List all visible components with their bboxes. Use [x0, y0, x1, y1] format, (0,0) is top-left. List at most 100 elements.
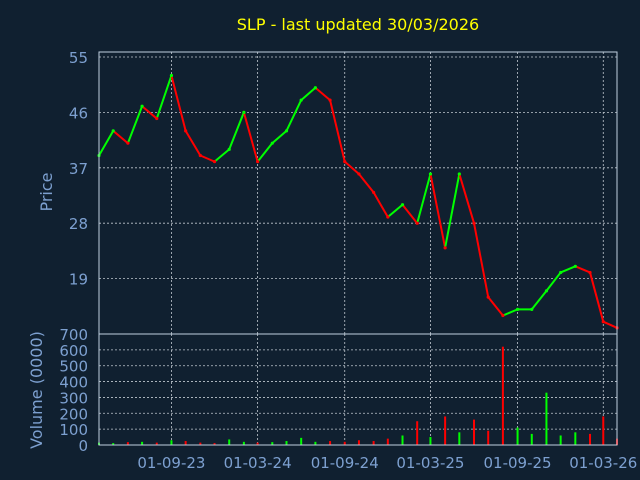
volume-tick-label: 200	[59, 405, 88, 423]
volume-bar	[444, 416, 447, 445]
price-point	[126, 141, 130, 145]
volume-bar	[213, 443, 216, 445]
price-segment	[429, 173, 447, 249]
price-segment	[155, 75, 173, 119]
volume-bars	[98, 346, 618, 445]
x-tick-label: 01-03-25	[396, 454, 464, 472]
price-segment	[358, 173, 375, 194]
price-segment	[602, 320, 618, 329]
price-segment	[170, 75, 187, 132]
volume-bar	[401, 435, 404, 445]
price-point	[184, 129, 188, 133]
volume-bar	[458, 432, 461, 445]
x-axis-ticks: 01-09-23 01-03-24 01-09-24 01-03-25 01-09-25…	[137, 454, 637, 472]
volume-bar	[487, 430, 490, 445]
price-point	[111, 129, 115, 133]
price-segment	[184, 130, 202, 157]
price-segment	[574, 265, 591, 274]
volume-bar	[357, 440, 360, 445]
price-tick-label: 28	[69, 215, 88, 233]
volume-bar	[141, 441, 144, 445]
volume-tick-label: 700	[59, 326, 88, 344]
price-segment	[271, 130, 288, 144]
volume-bar	[228, 439, 231, 445]
volume-bar	[589, 433, 592, 445]
price-segment	[329, 99, 346, 162]
price-segment	[141, 105, 158, 120]
price-axis-label: Price	[37, 172, 56, 211]
price-segment	[300, 87, 317, 101]
price-point	[443, 246, 447, 250]
volume-bar	[184, 441, 187, 445]
volume-bar	[170, 440, 173, 445]
volume-bar	[574, 432, 577, 445]
price-segment	[199, 154, 215, 163]
price-point	[573, 264, 577, 268]
price-point	[256, 160, 260, 164]
volume-tick-label: 400	[59, 374, 88, 392]
volume-axis-label: Volume (0000)	[27, 331, 46, 449]
price-point	[169, 73, 174, 78]
volume-bar	[199, 442, 202, 445]
volume-bar	[516, 427, 519, 445]
price-point	[559, 270, 563, 275]
price-point	[588, 270, 592, 275]
volume-bar	[602, 416, 605, 445]
price-segment	[416, 173, 432, 224]
volume-panel-frame	[98, 333, 618, 446]
price-segment	[256, 142, 274, 163]
price-grid	[99, 52, 617, 334]
volume-bar	[112, 443, 115, 445]
volume-tick-label: 0	[78, 437, 88, 455]
price-point	[227, 147, 231, 151]
x-tick-label: 01-09-24	[311, 454, 379, 472]
price-point	[372, 190, 376, 195]
price-segment	[458, 173, 475, 224]
price-series	[97, 73, 619, 330]
price-segment	[242, 112, 259, 162]
price-segment	[213, 148, 230, 163]
price-segment	[285, 99, 303, 132]
volume-grid	[99, 334, 617, 445]
price-segment	[112, 130, 129, 144]
price-point	[601, 320, 605, 324]
price-point	[270, 141, 274, 145]
price-point	[242, 110, 246, 114]
volume-bar	[343, 441, 346, 445]
price-point	[328, 98, 332, 102]
price-y-ticks: 55 46 37 28 19	[69, 49, 88, 289]
price-point	[284, 129, 289, 133]
volume-bar	[271, 442, 274, 445]
price-point	[486, 295, 490, 299]
volume-tick-label: 600	[59, 342, 88, 360]
price-segment	[530, 290, 548, 311]
volume-tick-label: 300	[59, 389, 88, 407]
price-point	[357, 172, 361, 176]
volume-bar	[530, 433, 533, 445]
volume-bar	[429, 437, 432, 445]
volume-bar	[155, 442, 158, 445]
volume-bar	[300, 437, 303, 445]
price-point	[155, 116, 159, 121]
price-segment	[487, 296, 504, 317]
price-segment	[545, 271, 562, 292]
volume-bar	[372, 441, 375, 445]
price-point	[472, 221, 476, 225]
price-point	[544, 289, 549, 293]
price-point	[212, 160, 217, 164]
price-tick-label: 46	[69, 104, 88, 122]
price-point	[343, 160, 347, 164]
volume-bar	[386, 438, 389, 445]
price-tick-label: 37	[69, 160, 88, 178]
volume-bar	[329, 441, 332, 445]
price-segment	[314, 87, 331, 101]
price-segment	[401, 204, 418, 224]
price-point	[313, 86, 317, 90]
price-segment	[502, 308, 518, 317]
volume-bar	[473, 419, 476, 445]
price-point	[400, 203, 405, 207]
volume-bar	[242, 441, 245, 445]
volume-tick-label: 500	[59, 358, 88, 376]
price-point	[457, 172, 461, 176]
